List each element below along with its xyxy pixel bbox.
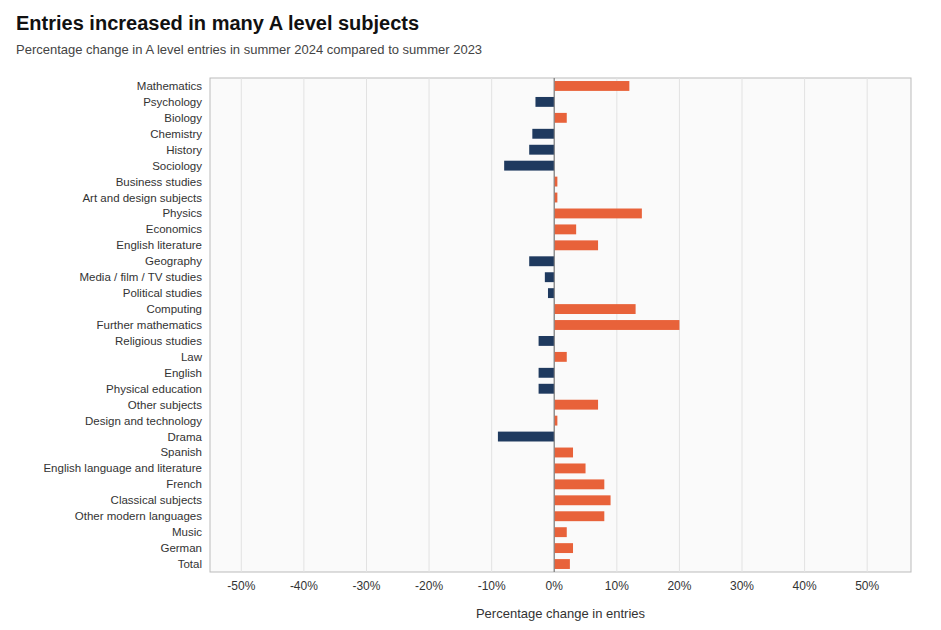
grid-line [429,78,430,572]
bar [554,320,679,330]
x-tick-label: -50% [227,579,255,593]
bar [554,448,573,458]
x-tick-label: -40% [290,579,318,593]
bar [554,81,629,91]
category-label: History [166,144,202,156]
category-label: Further mathematics [97,319,203,331]
category-label: Computing [146,303,202,315]
bar [554,352,567,362]
category-label: Religious studies [115,335,202,347]
category-label: Other subjects [128,399,202,411]
bar [554,209,642,219]
category-label: Art and design subjects [82,192,202,204]
bar [545,272,554,282]
bar [554,479,604,489]
x-tick-label: -10% [478,579,506,593]
grid-line [867,78,868,572]
category-label: Mathematics [137,80,202,92]
x-grid [241,78,867,572]
x-tick-label: 50% [855,579,879,593]
category-label: Chemistry [150,128,202,140]
category-label: Political studies [123,287,203,299]
zero-line [554,78,555,572]
bar [529,256,554,266]
bar [554,400,598,410]
grid-line [366,78,367,572]
bar [554,113,567,123]
bar [554,240,598,250]
bar [548,288,554,298]
chart-subtitle: Percentage change in A level entries in … [16,42,482,57]
category-label: Other modern languages [75,510,202,522]
category-label: Sociology [152,160,202,172]
category-label: Drama [167,431,202,443]
category-label: Business studies [116,176,203,188]
grid-line [742,78,743,572]
bar [539,368,555,378]
category-label: Physical education [106,383,202,395]
category-label: Law [181,351,203,363]
category-label: Media / film / TV studies [80,271,203,283]
bar [539,336,555,346]
bars [498,81,680,569]
bar [554,304,635,314]
x-tick-label: 20% [667,579,691,593]
chart-title: Entries increased in many A level subjec… [16,12,419,34]
x-tick-label: -30% [352,579,380,593]
category-label: Biology [164,112,202,124]
bar [554,495,610,505]
x-tick-label: 10% [605,579,629,593]
x-tick-label: 0% [546,579,564,593]
bar [554,511,604,521]
x-axis-label: Percentage change in entries [476,606,646,621]
bar [554,543,573,553]
bar [554,463,585,473]
bar [498,432,554,442]
bar [504,161,554,171]
category-label: English literature [116,239,202,251]
x-tick-label: -20% [415,579,443,593]
x-tick-label: 30% [730,579,754,593]
bar [539,384,555,394]
zero-line [554,78,555,572]
category-label: Total [178,558,202,570]
grid-line [241,78,242,572]
bar [554,224,576,234]
grid-line [804,78,805,572]
category-label: Geography [145,255,202,267]
bar [535,97,554,107]
bar [554,559,570,569]
category-label: English [164,367,202,379]
category-label: English language and literature [43,462,202,474]
category-label: German [160,542,202,554]
bar [532,129,554,139]
grid-line [491,78,492,572]
category-label: Physics [162,207,202,219]
category-label: Classical subjects [111,494,203,506]
category-label: Design and technology [85,415,202,427]
y-tick-labels: Mathematics Psychology Biology Chemistry His… [43,80,202,570]
bar [554,527,567,537]
grid-line [303,78,304,572]
x-tick-label: 40% [793,579,817,593]
category-label: French [166,478,202,490]
category-label: Music [172,526,202,538]
x-ticks: -50% -40% -30% -20% -10% 0% 10% 20% 30% 40% 50% [227,579,879,593]
category-label: Economics [146,223,202,235]
bar [529,145,554,155]
category-label: Spanish [160,446,202,458]
plot-frame [210,78,911,572]
chart-svg: Entries increased in many A level subjec… [0,0,941,630]
category-label: Psychology [143,96,202,108]
